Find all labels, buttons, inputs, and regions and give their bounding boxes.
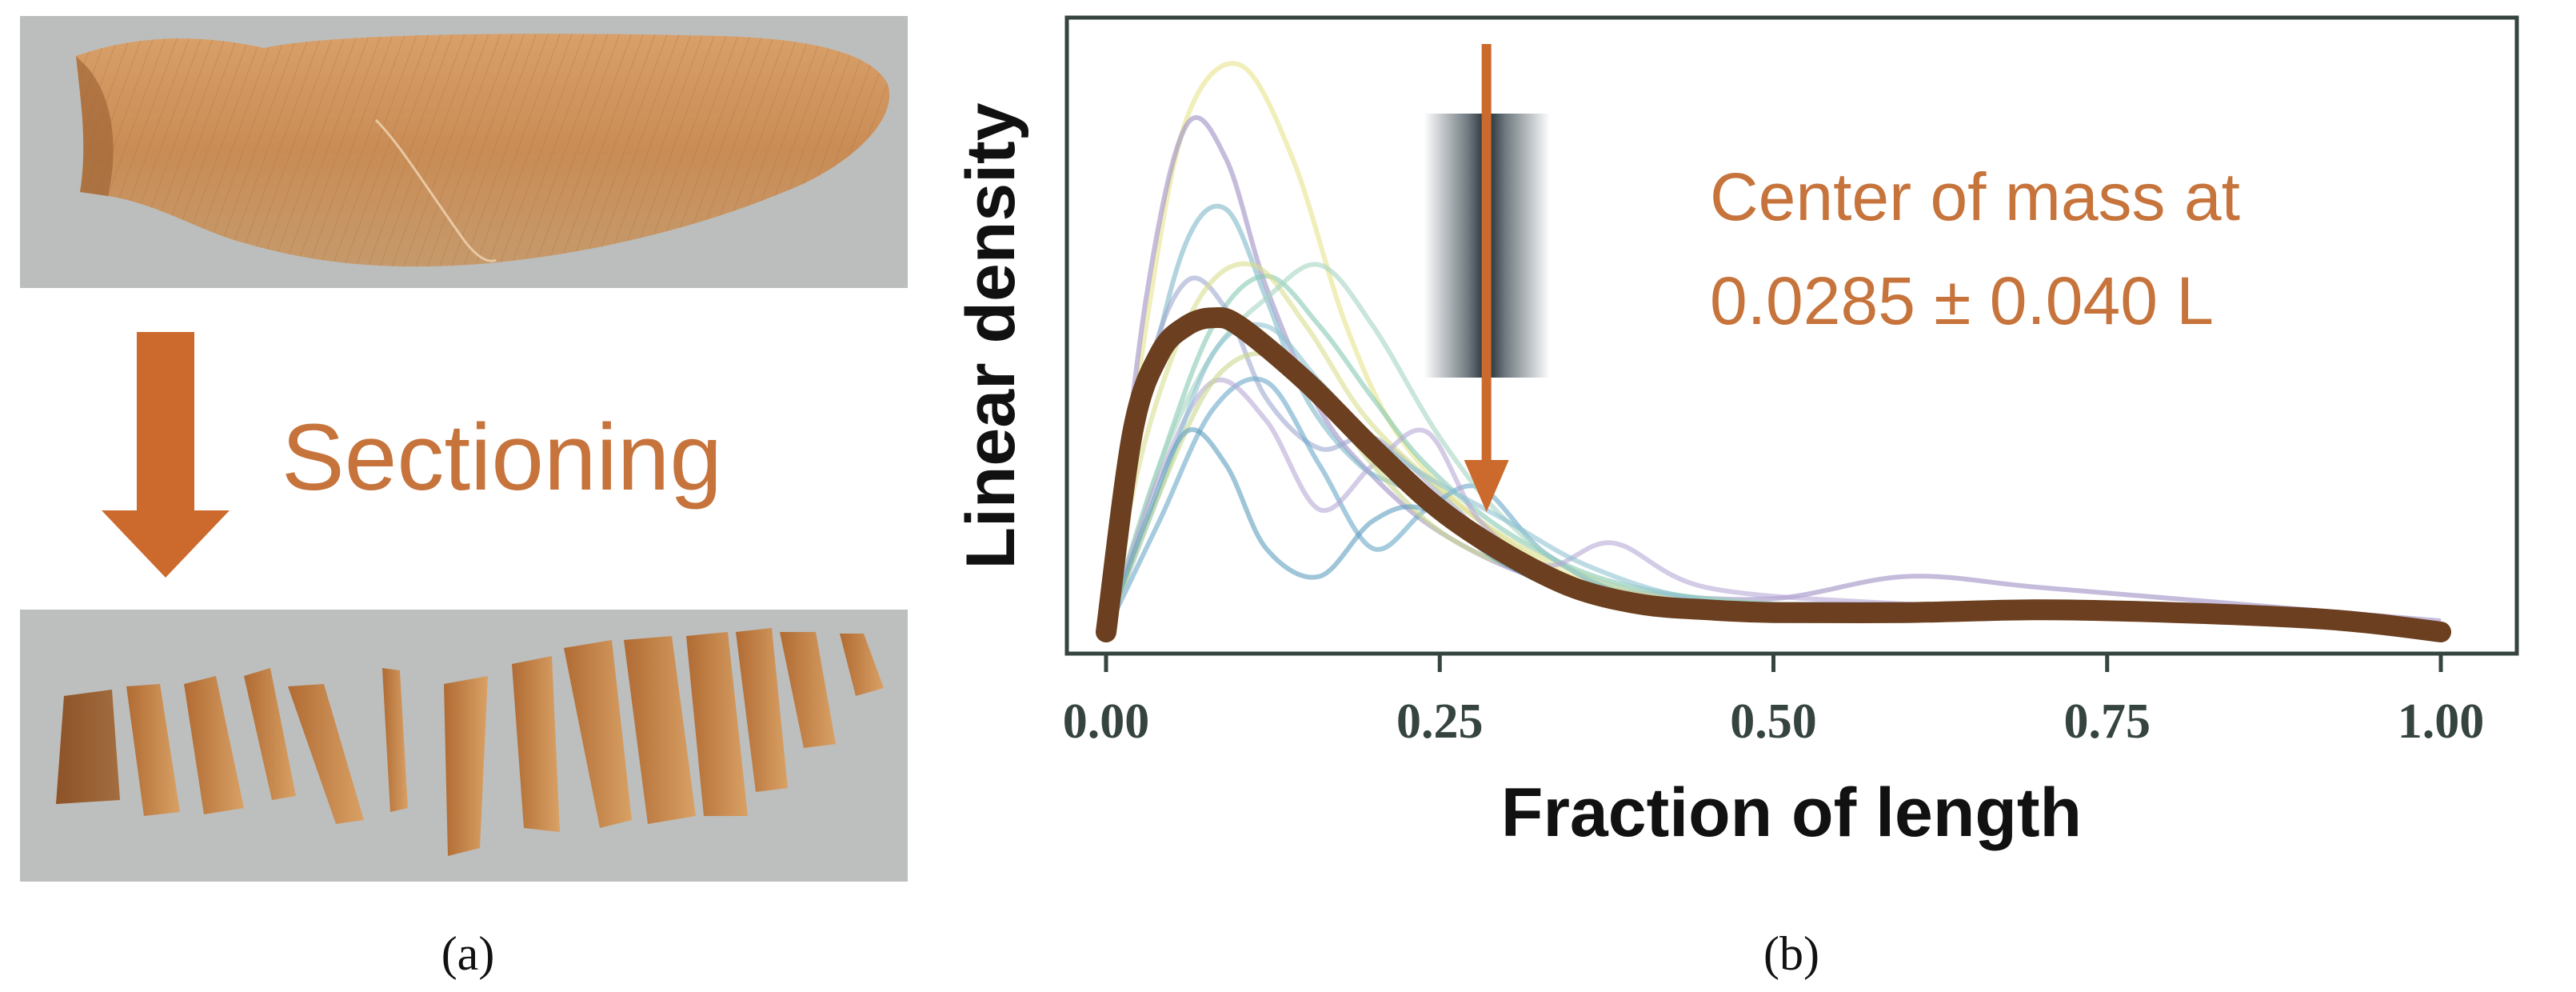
seed-slices: [56, 628, 884, 856]
seed-slice: [736, 628, 788, 792]
seed-slice: [564, 640, 632, 828]
x-tick-label: 0.25: [1396, 694, 1484, 749]
x-axis-label: Fraction of length: [1501, 774, 2082, 851]
annotation-line2: 0.0285 ± 0.040 L: [1710, 263, 2214, 338]
sectioning-label: Sectioning: [282, 405, 722, 510]
seed-slice: [512, 656, 560, 832]
plot-frame: [1064, 15, 2519, 656]
x-axis-ticks: 0.00 0.25 0.50 0.75 1.00: [1063, 654, 2485, 749]
panel-b: Center of mass at 0.0285 ± 0.040 L 0.00 0…: [936, 0, 2576, 988]
panel-a-figure: Sectioning (a): [20, 16, 908, 980]
center-of-mass-arrow-icon: [1464, 44, 1509, 512]
density-curves: [1104, 61, 2442, 634]
sectioned-seed-photo: [20, 610, 908, 882]
mean-curve-layer: [1096, 306, 2451, 642]
seed-slice: [624, 636, 696, 824]
seed-slice: [840, 634, 884, 696]
caption-a: (a): [441, 927, 495, 980]
x-tick-label: 1.00: [2398, 694, 2485, 749]
x-tick-label: 0.00: [1063, 694, 1150, 749]
density-chart: Center of mass at 0.0285 ± 0.040 L 0.00 0…: [953, 15, 2519, 980]
annotation-line1: Center of mass at: [1710, 159, 2240, 234]
caption-b: (b): [1763, 927, 1819, 980]
sample-curve-9: [1104, 377, 2442, 633]
panel-a: Sectioning (a): [0, 0, 936, 988]
seed-slice: [288, 684, 364, 824]
seed-slice: [444, 676, 488, 856]
x-tick-label: 0.50: [1730, 694, 1817, 749]
sectioning-arrow-icon: [102, 332, 230, 578]
y-axis-label: Linear density: [953, 102, 1029, 569]
mean-density-curve: [1096, 306, 2451, 642]
x-tick-label: 0.75: [2064, 694, 2151, 749]
seed-slice: [244, 668, 296, 800]
seed-slice: [382, 668, 408, 812]
seed-slice: [184, 676, 244, 814]
seed-slice: [686, 632, 748, 816]
sample-curve-1: [1104, 61, 2442, 633]
seed-slice: [126, 684, 180, 816]
whole-seed-photo: [20, 16, 908, 288]
seed-slice: [780, 632, 836, 748]
